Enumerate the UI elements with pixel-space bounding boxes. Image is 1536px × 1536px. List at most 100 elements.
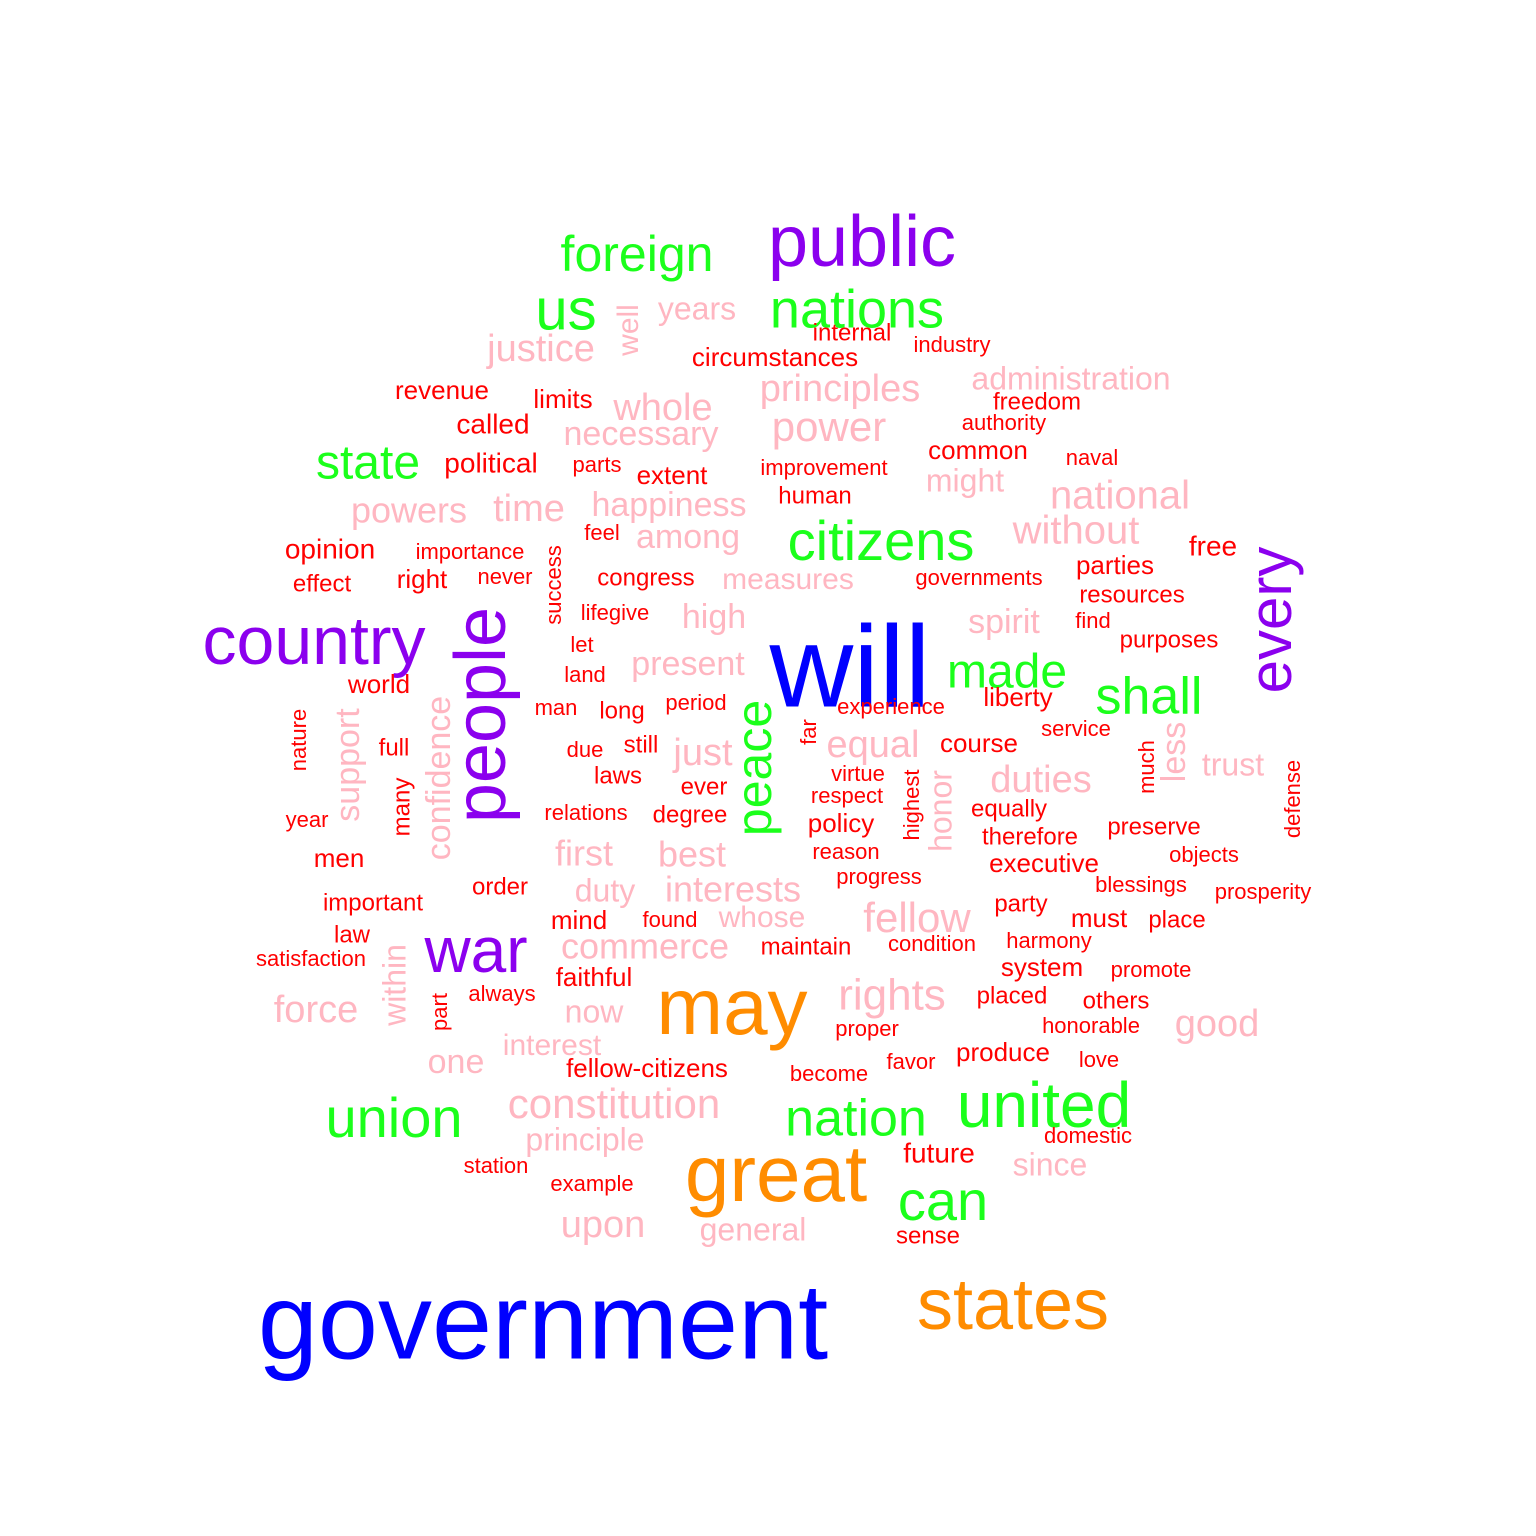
cloud-word: governments <box>915 565 1042 590</box>
cloud-word: nature <box>286 709 311 771</box>
cloud-word: less <box>1155 722 1193 782</box>
cloud-word: lifegive <box>581 600 649 625</box>
cloud-word: nation <box>785 1090 927 1148</box>
cloud-word: may <box>656 962 807 1051</box>
cloud-word: virtue <box>831 761 885 786</box>
cloud-word: party <box>994 890 1047 917</box>
cloud-word: due <box>567 737 604 762</box>
cloud-word: executive <box>989 848 1099 878</box>
cloud-word: importance <box>416 539 525 564</box>
cloud-word: long <box>599 697 644 724</box>
cloud-word: force <box>274 989 358 1031</box>
cloud-word: administration <box>971 360 1170 396</box>
cloud-word: system <box>1001 952 1083 982</box>
cloud-word: honorable <box>1042 1013 1140 1038</box>
cloud-word: place <box>1148 906 1205 933</box>
cloud-word: citizens <box>788 509 975 572</box>
cloud-word: constitution <box>508 1080 720 1127</box>
cloud-word: just <box>672 732 733 774</box>
cloud-word: highest <box>899 770 924 841</box>
cloud-word: time <box>493 488 565 530</box>
cloud-word: improvement <box>760 455 887 480</box>
cloud-word: called <box>456 408 529 439</box>
cloud-word: first <box>555 833 613 874</box>
cloud-word: degree <box>653 801 728 828</box>
cloud-word: industry <box>913 332 990 357</box>
cloud-word: justice <box>486 328 595 370</box>
cloud-word: high <box>682 598 746 636</box>
cloud-word: general <box>700 1211 807 1247</box>
cloud-word: men <box>314 843 365 873</box>
cloud-word: might <box>926 462 1004 498</box>
cloud-word: among <box>636 518 740 556</box>
cloud-word: rights <box>838 971 946 1020</box>
cloud-word: happiness <box>591 486 746 524</box>
cloud-word: nations <box>770 279 944 339</box>
cloud-word: always <box>468 981 535 1006</box>
cloud-word: great <box>685 1129 867 1218</box>
cloud-word: congress <box>597 564 694 591</box>
cloud-word: measures <box>722 563 854 596</box>
cloud-word: much <box>1134 740 1159 794</box>
cloud-word: still <box>624 731 659 758</box>
cloud-word: freedom <box>993 388 1081 415</box>
cloud-word: support <box>329 708 367 822</box>
cloud-word: example <box>550 1171 633 1196</box>
cloud-word: national <box>1050 474 1190 518</box>
cloud-word: reason <box>812 839 879 864</box>
cloud-word: opinion <box>285 533 375 564</box>
cloud-word: order <box>472 873 528 900</box>
cloud-word: satisfaction <box>256 946 366 971</box>
cloud-word: parts <box>573 452 622 477</box>
cloud-word: political <box>444 447 537 478</box>
cloud-word: found <box>642 907 697 932</box>
cloud-word: commerce <box>561 926 729 967</box>
cloud-word: objects <box>1169 842 1239 867</box>
cloud-word: authority <box>962 410 1046 435</box>
cloud-word: produce <box>956 1037 1050 1067</box>
cloud-word: purposes <box>1120 626 1219 653</box>
cloud-word: united <box>957 1069 1131 1141</box>
cloud-word: upon <box>561 1204 646 1246</box>
cloud-word: condition <box>888 931 976 956</box>
cloud-word: important <box>323 889 423 916</box>
cloud-word: period <box>665 690 726 715</box>
cloud-word: will <box>768 602 930 732</box>
cloud-word: find <box>1075 608 1110 633</box>
cloud-word: people <box>441 607 521 823</box>
cloud-word: effect <box>293 570 352 597</box>
cloud-word: year <box>286 807 329 832</box>
cloud-word: shall <box>1096 668 1203 726</box>
cloud-word: limits <box>533 384 592 414</box>
cloud-word: maintain <box>761 933 852 960</box>
cloud-word: blessings <box>1095 872 1187 897</box>
cloud-word: principle <box>525 1121 644 1157</box>
cloud-word: one <box>428 1043 485 1081</box>
cloud-word: free <box>1189 530 1237 561</box>
cloud-word: station <box>464 1153 529 1178</box>
cloud-word: power <box>772 403 886 450</box>
cloud-word: good <box>1175 1003 1260 1045</box>
cloud-word: equal <box>827 724 920 766</box>
cloud-word: respect <box>811 783 883 808</box>
cloud-word: feel <box>584 520 619 545</box>
cloud-word: war <box>423 914 527 986</box>
cloud-word: proper <box>835 1016 899 1041</box>
cloud-word: service <box>1041 716 1111 741</box>
cloud-word: policy <box>808 808 874 838</box>
cloud-word: promote <box>1111 957 1192 982</box>
cloud-word: laws <box>594 762 642 789</box>
cloud-word: prosperity <box>1215 879 1312 904</box>
cloud-word: circumstances <box>692 342 858 372</box>
cloud-word: right <box>397 564 448 594</box>
cloud-word: love <box>1079 1047 1119 1072</box>
cloud-word: far <box>796 719 821 745</box>
cloud-word: fellow <box>863 894 971 941</box>
cloud-word: experience <box>837 694 945 719</box>
cloud-word: placed <box>977 982 1048 1009</box>
cloud-word: others <box>1083 987 1150 1014</box>
cloud-word: many <box>388 778 415 837</box>
cloud-word: government <box>258 1261 828 1382</box>
cloud-word: success <box>541 545 566 624</box>
cloud-word: whose <box>718 901 806 934</box>
